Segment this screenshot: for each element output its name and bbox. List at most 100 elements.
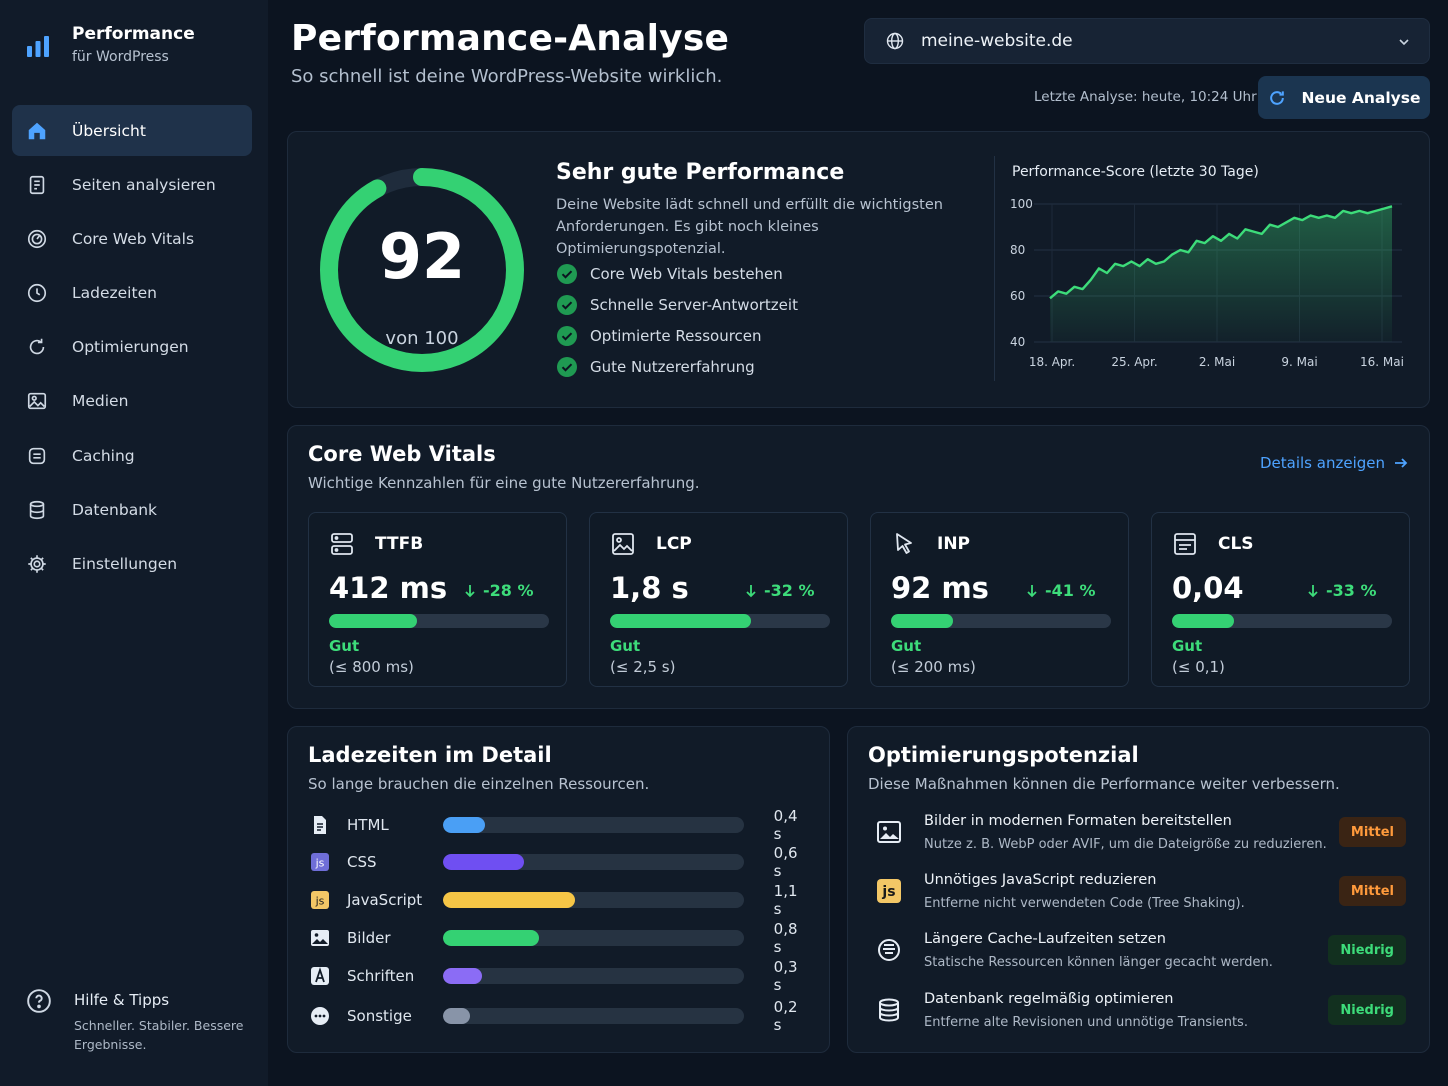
sidebar-item-uebersicht[interactable]: Übersicht — [12, 105, 252, 156]
optimization-item[interactable]: Datenbank regelmäßig optimieren Entferne… — [868, 991, 1408, 1041]
check-label: Gute Nutzererfahrung — [590, 357, 755, 376]
sidebar-item-label: Übersicht — [72, 121, 146, 140]
check-list: Core Web Vitals bestehen Schnelle Server… — [556, 258, 798, 382]
metric-delta: -32 % — [764, 581, 815, 600]
resource-name: JavaScript — [347, 891, 423, 909]
resource-name: Sonstige — [347, 1007, 412, 1025]
sidebar-item-caching[interactable]: Caching — [12, 430, 252, 481]
help-icon — [27, 989, 51, 1013]
sidebar-item-datenbank[interactable]: Datenbank — [12, 484, 252, 535]
resource-bar — [442, 817, 744, 833]
metric-status: Gut — [329, 637, 360, 655]
core-web-vitals-card: Core Web Vitals Wichtige Kennzahlen für … — [287, 425, 1430, 709]
check-circle-icon — [557, 263, 577, 284]
help-title: Hilfe & Tipps — [74, 991, 170, 1009]
metric-lcp[interactable]: LCP 1,8 s -32 % Gut (≤ 2,5 s) — [589, 512, 848, 687]
sidebar-item-medien[interactable]: Medien — [12, 376, 252, 427]
check-item: Schnelle Server-Antwortzeit — [556, 289, 798, 320]
optimization-item[interactable]: js Unnötiges JavaScript reduzieren Entfe… — [868, 872, 1408, 922]
sidebar-item-core-web-vitals[interactable]: Core Web Vitals — [12, 213, 252, 264]
optimization-item-title: Bilder in modernen Formaten bereitstelle… — [924, 813, 1232, 829]
svg-text:js: js — [315, 857, 325, 870]
metric-value: 412 ms — [329, 571, 448, 605]
score-gauge: 92 von 100 — [318, 166, 526, 374]
resource-bar — [442, 854, 744, 870]
metric-delta: -41 % — [1045, 581, 1096, 600]
load-subtitle: So lange brauchen die einzelnen Ressourc… — [308, 775, 650, 793]
resource-bar — [442, 930, 744, 946]
score-value: 92 — [378, 220, 466, 293]
check-item: Core Web Vitals bestehen — [556, 258, 798, 289]
performance-title: Sehr gute Performance — [556, 160, 845, 185]
performance-card: 92 von 100 Sehr gute Performance Deine W… — [287, 131, 1430, 408]
metric-delta: -28 % — [483, 581, 534, 600]
metric-name: LCP — [656, 534, 692, 554]
cursor-icon — [896, 533, 912, 554]
optimization-item-desc: Entferne nicht verwendeten Code (Tree Sh… — [924, 896, 1245, 911]
arrow-down-icon — [465, 584, 475, 597]
resource-name: Schriften — [347, 967, 415, 985]
performance-description: Deine Website lädt schnell und erfüllt d… — [556, 197, 943, 257]
sidebar-item-ladezeiten[interactable]: Ladezeiten — [12, 268, 252, 319]
globe-icon — [886, 32, 904, 50]
last-analysis: Letzte Analyse: heute, 10:24 Uhr — [1034, 89, 1257, 105]
metric-cls[interactable]: CLS 0,04 -33 % Gut (≤ 0,1) — [1151, 512, 1410, 687]
check-item: Optimierte Ressourcen — [556, 320, 798, 351]
sidebar-item-label: Core Web Vitals — [72, 229, 195, 248]
gear-icon — [28, 555, 46, 573]
css-icon: js — [311, 853, 329, 871]
metric-status: Gut — [610, 637, 641, 655]
page-subtitle: So schnell ist deine WordPress-Website w… — [291, 66, 723, 87]
details-link-label: Details anzeigen — [1260, 454, 1385, 472]
optimization-item-desc: Entferne alte Revisionen und unnötige Tr… — [924, 1015, 1248, 1030]
sidebar-item-einstellungen[interactable]: Einstellungen — [12, 539, 252, 590]
optimization-item[interactable]: Längere Cache-Laufzeiten setzen Statisch… — [868, 931, 1408, 981]
resource-bar-fill — [442, 817, 485, 833]
x-tick-label: 9. Mai — [1281, 355, 1317, 369]
check-label: Core Web Vitals bestehen — [590, 264, 783, 283]
metric-status: Gut — [891, 637, 922, 655]
metric-ttfb[interactable]: TTFB 412 ms -28 % Gut (≤ 800 ms) — [308, 512, 567, 687]
sidebar-item-label: Caching — [72, 446, 135, 465]
help-tips[interactable]: Hilfe & Tipps Schneller. Stabiler. Besse… — [26, 988, 244, 1054]
optimization-item-title: Unnötiges JavaScript reduzieren — [924, 872, 1157, 888]
resource-row-html: HTML 0,4 s — [310, 807, 810, 843]
metric-value: 92 ms — [891, 571, 989, 605]
metric-status: Gut — [1172, 637, 1203, 655]
priority-badge: Mittel — [1338, 817, 1406, 847]
metric-bar-fill — [329, 614, 417, 628]
image-icon — [27, 393, 47, 410]
metric-inp[interactable]: INP 92 ms -41 % Gut (≤ 200 ms) — [870, 512, 1129, 687]
optimization-item[interactable]: Bilder in modernen Formaten bereitstelle… — [868, 813, 1408, 863]
sidebar-item-seiten-analysieren[interactable]: Seiten analysieren — [12, 159, 252, 210]
details-link[interactable]: Details anzeigen — [1260, 454, 1409, 472]
site-select[interactable]: meine-website.de — [864, 18, 1430, 64]
sidebar-item-label: Optimierungen — [72, 338, 189, 357]
resource-row-bilder: Bilder 0,8 s — [310, 920, 810, 956]
cwv-title: Core Web Vitals — [308, 442, 496, 466]
new-analysis-label: Neue Analyse — [1301, 88, 1421, 107]
help-subtitle: Schneller. Stabiler. Bessere Ergebnisse. — [74, 1018, 244, 1052]
x-tick-label: 25. Apr. — [1111, 355, 1157, 369]
x-tick-label: 18. Apr. — [1029, 355, 1075, 369]
optimization-item-desc: Nutze z. B. WebP oder AVIF, um die Datei… — [924, 837, 1327, 852]
image-icon — [612, 533, 634, 555]
server-icon — [331, 533, 353, 555]
metric-threshold: (≤ 200 ms) — [891, 658, 976, 676]
resource-row-sonstige: Sonstige 0,2 s — [310, 998, 810, 1034]
x-tick-label: 2. Mai — [1199, 355, 1235, 369]
image-icon — [311, 930, 329, 946]
resource-time: 0,3 s — [773, 958, 798, 994]
metric-value: 0,04 — [1172, 571, 1244, 605]
sidebar-item-optimierungen[interactable]: Optimierungen — [12, 322, 252, 373]
cache-icon — [878, 939, 900, 961]
refresh-icon — [29, 339, 45, 355]
series-area — [1050, 206, 1392, 342]
y-tick-label: 60 — [1010, 289, 1025, 303]
clock-icon — [27, 283, 47, 303]
check-label: Schnelle Server-Antwortzeit — [590, 295, 798, 314]
new-analysis-button[interactable]: Neue Analyse — [1258, 76, 1430, 119]
image-icon — [877, 821, 901, 843]
metric-delta: -33 % — [1326, 581, 1377, 600]
brand: Performance für WordPress — [24, 22, 195, 68]
